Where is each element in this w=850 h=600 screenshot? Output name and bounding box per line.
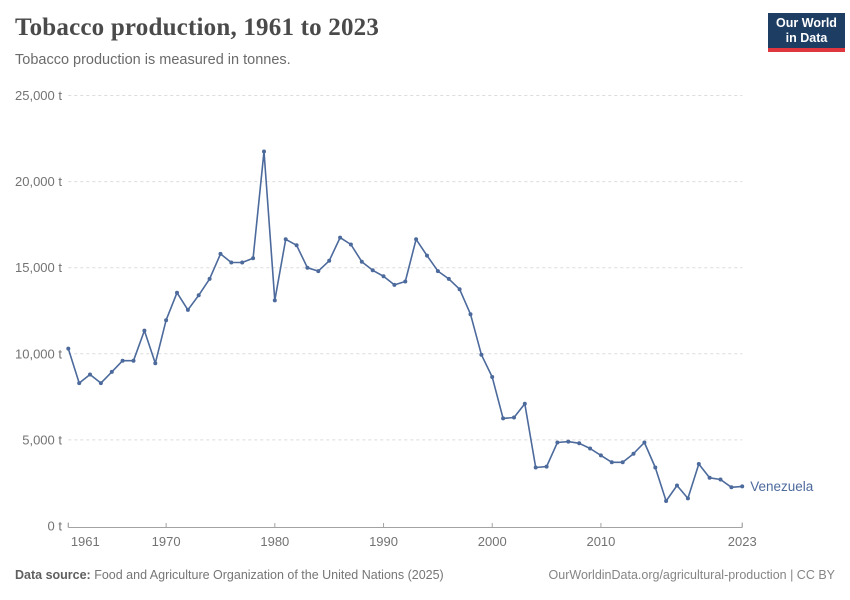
data-point <box>175 290 179 295</box>
data-point <box>359 259 364 264</box>
data-point <box>414 237 419 242</box>
data-point <box>512 415 516 420</box>
data-point <box>555 440 560 445</box>
data-point <box>98 381 103 386</box>
data-point <box>598 453 603 458</box>
chart-footer: Data source: Food and Agriculture Organi… <box>15 568 835 582</box>
data-point <box>718 477 723 482</box>
y-tick-label: 20,000 t <box>15 174 62 189</box>
x-tick-label: 1961 <box>71 534 100 549</box>
y-tick-label: 25,000 t <box>15 88 62 103</box>
data-point <box>218 251 223 256</box>
y-tick-label: 0 t <box>48 519 63 534</box>
x-tick-label: 1990 <box>369 534 398 549</box>
data-point <box>544 464 549 469</box>
data-point <box>620 460 625 465</box>
chart-subtitle: Tobacco production is measured in tonnes… <box>15 52 291 68</box>
data-point <box>631 451 636 456</box>
data-point <box>120 358 125 363</box>
data-point <box>251 256 256 261</box>
data-point <box>664 499 669 503</box>
x-tick-label: 1970 <box>152 534 181 549</box>
data-point <box>185 307 190 312</box>
data-point <box>501 416 506 421</box>
data-point <box>425 253 429 258</box>
data-point <box>696 462 701 466</box>
data-point <box>283 237 288 242</box>
data-source: Data source: Food and Agriculture Organi… <box>15 568 444 582</box>
data-point <box>642 440 647 445</box>
data-point <box>164 318 169 323</box>
data-point <box>142 328 147 333</box>
footer-link[interactable]: OurWorldinData.org/agricultural-producti… <box>548 568 835 582</box>
chart-title: Tobacco production, 1961 to 2023 <box>15 14 380 41</box>
data-source-text: Food and Agriculture Organization of the… <box>90 568 444 582</box>
data-point <box>566 439 571 444</box>
data-point <box>457 287 462 292</box>
x-tick-label: 2023 <box>728 534 757 549</box>
data-point <box>653 465 658 470</box>
data-point <box>675 483 679 488</box>
data-point <box>729 485 734 490</box>
data-point <box>381 274 386 279</box>
data-point <box>77 381 82 386</box>
data-point <box>305 265 310 270</box>
data-point <box>131 358 136 363</box>
data-point <box>338 235 343 240</box>
y-tick-label: 15,000 t <box>15 260 62 275</box>
data-point <box>327 258 332 263</box>
y-tick-label: 10,000 t <box>15 346 62 361</box>
data-point <box>88 372 92 377</box>
data-point <box>446 276 451 281</box>
data-source-label: Data source: <box>15 568 91 582</box>
data-point <box>435 269 440 274</box>
y-tick-label: 5,000 t <box>22 432 62 447</box>
data-point <box>109 369 114 374</box>
x-tick-label: 1980 <box>260 534 289 549</box>
data-point <box>66 346 71 351</box>
data-point <box>229 260 234 265</box>
data-point <box>196 293 201 298</box>
data-point <box>262 149 266 154</box>
data-point <box>533 465 538 470</box>
data-point <box>588 446 593 451</box>
data-point <box>522 401 527 406</box>
data-point <box>392 282 397 287</box>
data-point <box>348 242 353 247</box>
data-point <box>272 298 277 303</box>
owid-logo-line2: in Data <box>785 30 828 45</box>
data-point <box>577 441 582 446</box>
data-point <box>294 243 299 248</box>
data-point <box>207 276 212 281</box>
data-point <box>479 352 484 357</box>
owid-logo-line1: Our World <box>776 15 837 30</box>
data-point <box>490 375 495 379</box>
data-point <box>153 361 158 366</box>
entity-label: Venezuela <box>750 479 814 494</box>
data-point <box>468 312 473 317</box>
line-chart: 0 t 5,000 t 10,000 t 15,000 t 20,000 t 25,000… <box>15 88 814 549</box>
x-tick-label: 2010 <box>586 534 615 549</box>
data-point <box>740 484 745 489</box>
data-point <box>370 268 375 273</box>
series-line <box>67 150 743 502</box>
data-point <box>403 279 408 284</box>
data-point <box>685 496 690 501</box>
data-point <box>707 475 712 480</box>
owid-logo[interactable]: Our World in Data <box>768 13 845 52</box>
data-point <box>240 260 245 265</box>
data-point <box>316 269 321 274</box>
data-point <box>609 460 614 465</box>
x-tick-label: 2000 <box>478 534 507 549</box>
